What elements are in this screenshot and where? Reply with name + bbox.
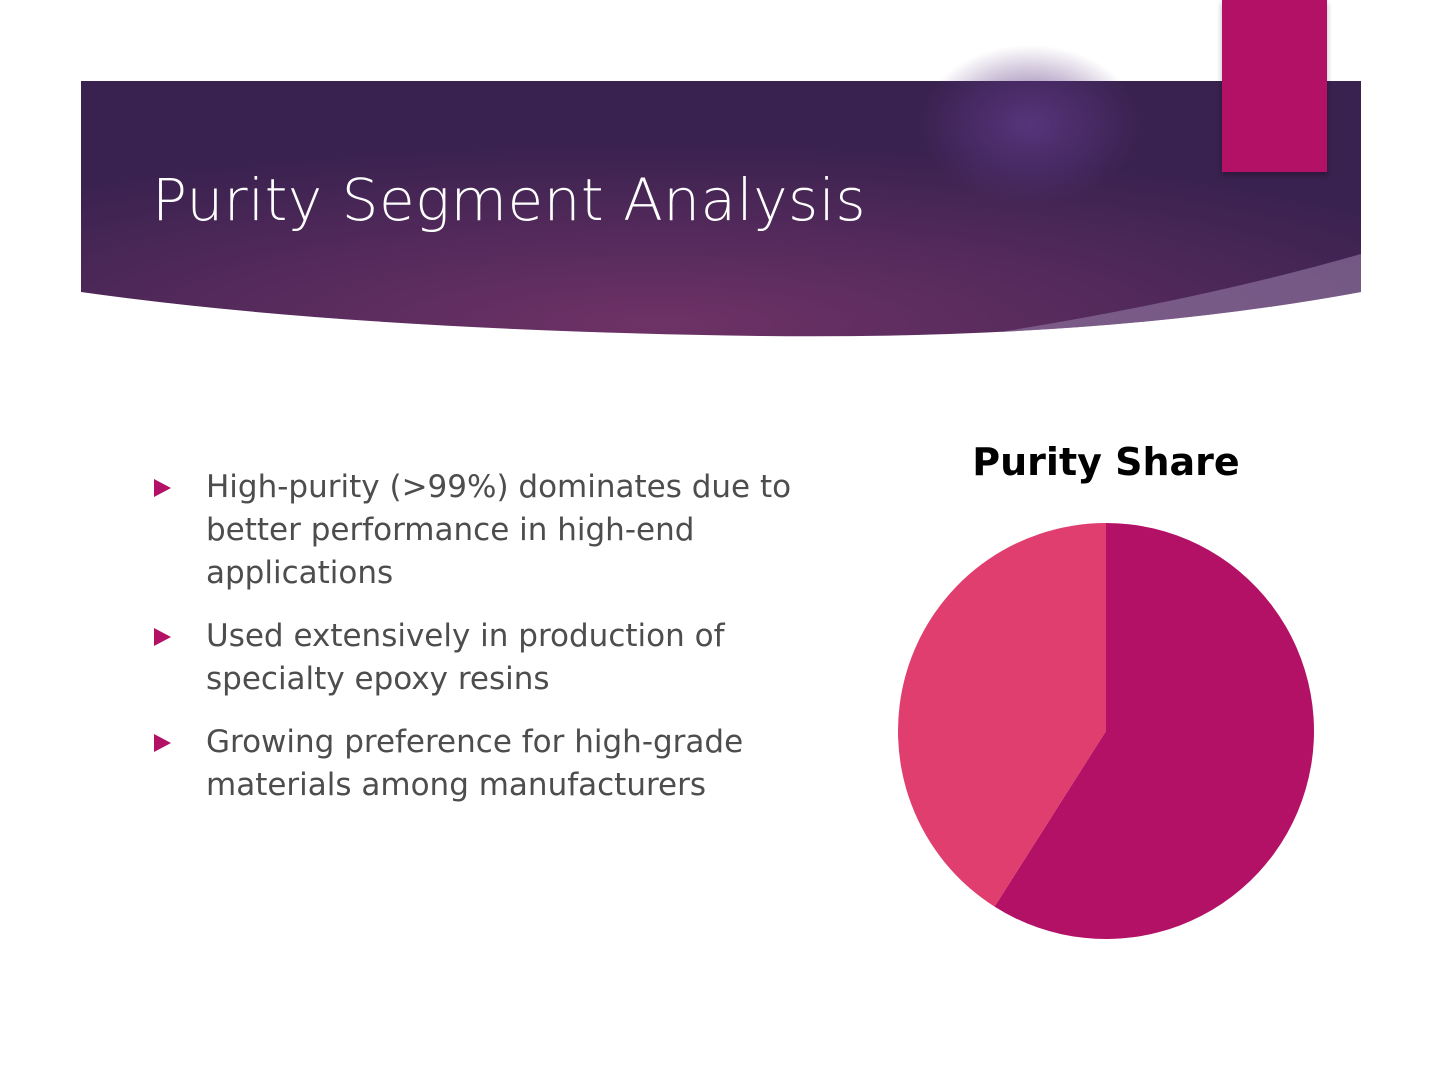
bullet-text: Growing preference for high-grade materi… [206,724,744,803]
bullet: Growing preference for high-grade materi… [152,721,832,807]
pie-slice [994,523,1314,939]
chart: Purity Share [898,440,1314,939]
bullet-text: High-purity (>99%) dominates due to bett… [206,469,792,591]
slide-title: Purity Segment Analysis [152,166,867,234]
bullet: High-purity (>99%) dominates due to bett… [152,466,832,595]
bullet-text: Used extensively in production of specia… [206,618,725,697]
bullet: Used extensively in production of specia… [152,615,832,701]
glow [920,45,1140,205]
band-accent [1000,254,1361,332]
chart-title: Purity Share [972,440,1239,484]
bullet-marker [154,734,171,752]
bullet-list: High-purity (>99%) dominates due to bett… [152,466,832,827]
pie-slice [898,523,1106,907]
bullet-marker [154,628,171,646]
header-band [81,0,1361,337]
accent-tab [1222,0,1327,172]
bullet-marker [154,479,171,497]
